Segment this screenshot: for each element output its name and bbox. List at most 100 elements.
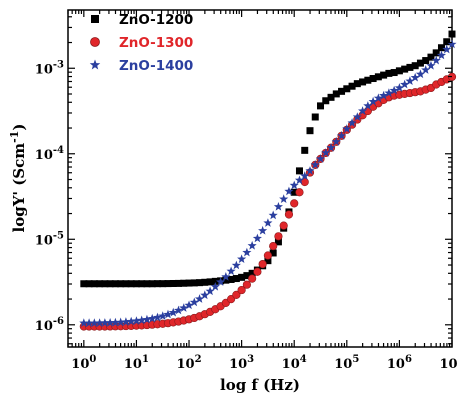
data-point — [327, 93, 335, 101]
x-axis-title: log f (Hz) — [220, 376, 300, 394]
data-point — [300, 171, 310, 180]
data-point — [100, 318, 110, 327]
data-point — [385, 69, 393, 77]
series-zno-1300 — [79, 72, 457, 331]
data-point — [394, 83, 404, 92]
x-tick-label: 105 — [334, 354, 359, 372]
data-point — [343, 85, 351, 93]
data-point — [310, 160, 320, 169]
series-zno-1400 — [79, 39, 457, 327]
data-point — [331, 137, 341, 146]
data-point — [242, 280, 251, 289]
data-point — [143, 280, 151, 288]
data-point — [175, 279, 183, 287]
data-point — [168, 307, 178, 317]
legend-marker-star-icon — [89, 59, 101, 70]
x-tick-label: 102 — [176, 354, 201, 372]
data-point — [263, 251, 273, 260]
data-point — [306, 127, 314, 135]
data-point — [427, 53, 435, 61]
data-point — [180, 279, 188, 287]
data-point — [301, 146, 309, 154]
data-point — [232, 275, 240, 283]
data-point — [121, 317, 131, 326]
data-point — [206, 278, 214, 286]
data-point — [85, 280, 93, 288]
data-point — [384, 88, 394, 97]
data-point — [268, 210, 278, 220]
data-point — [196, 279, 204, 287]
data-point — [315, 154, 326, 163]
data-point — [221, 272, 231, 281]
data-point — [237, 254, 247, 264]
data-point — [159, 280, 167, 288]
data-point — [210, 281, 220, 291]
data-point — [342, 124, 352, 133]
data-point — [416, 59, 424, 67]
data-point — [152, 312, 163, 322]
data-point — [142, 314, 152, 324]
data-point — [80, 280, 88, 288]
y-tick-labels: 10-6 10-5 10-4 10-3 — [35, 59, 64, 334]
data-point — [127, 280, 135, 288]
data-point — [252, 233, 262, 243]
data-point — [353, 80, 361, 88]
data-point — [79, 318, 89, 327]
legend-item-zno-1200: ZnO-1200 — [91, 12, 193, 28]
data-point — [295, 188, 304, 197]
tick-layer — [67, 10, 453, 347]
data-point — [326, 142, 336, 152]
data-point — [226, 295, 236, 304]
data-point — [96, 280, 104, 288]
data-point — [437, 44, 445, 52]
data-point — [305, 166, 315, 175]
data-point — [436, 50, 447, 60]
data-point — [248, 274, 257, 283]
data-point — [294, 175, 305, 185]
legend-item-zno-1300: ZnO-1300 — [90, 35, 193, 51]
data-point — [338, 87, 346, 95]
data-point — [132, 280, 140, 288]
data-point — [131, 316, 141, 325]
data-point — [173, 305, 184, 315]
data-point — [89, 318, 99, 327]
data-point — [247, 240, 257, 250]
data-point — [421, 65, 431, 74]
data-point — [311, 113, 319, 121]
data-point — [153, 280, 161, 288]
data-point — [321, 148, 331, 157]
plot-frame — [67, 9, 453, 348]
data-point — [422, 57, 430, 65]
data-point — [447, 39, 457, 49]
data-point — [122, 280, 130, 288]
data-point — [352, 112, 362, 121]
data-point — [379, 90, 389, 100]
data-point — [368, 96, 378, 106]
data-point — [253, 267, 262, 276]
data-point — [222, 276, 230, 284]
legend-marker-circle-icon — [90, 37, 100, 47]
x-tick-label: 106 — [387, 354, 412, 372]
data-point — [189, 297, 199, 307]
data-point — [185, 279, 193, 287]
y-tick-label: 10-4 — [35, 145, 64, 163]
y-tick-label: 10-6 — [35, 316, 64, 334]
data-point — [363, 101, 373, 110]
y-axis-title-sup: -1 — [8, 131, 21, 143]
data-point — [411, 62, 419, 70]
data-point — [126, 316, 136, 326]
y-tick-label: 10-5 — [35, 230, 64, 248]
data-point — [289, 180, 299, 190]
data-point — [258, 225, 268, 235]
data-point — [364, 76, 372, 84]
data-point — [90, 280, 98, 288]
x-tick-label: 107 — [439, 354, 457, 372]
legend-label: ZnO-1300 — [119, 35, 193, 51]
data-point — [105, 317, 115, 327]
data-point — [322, 97, 330, 105]
data-point — [237, 285, 246, 295]
data-point — [448, 30, 456, 38]
data-point — [205, 286, 215, 296]
data-point — [359, 78, 367, 86]
